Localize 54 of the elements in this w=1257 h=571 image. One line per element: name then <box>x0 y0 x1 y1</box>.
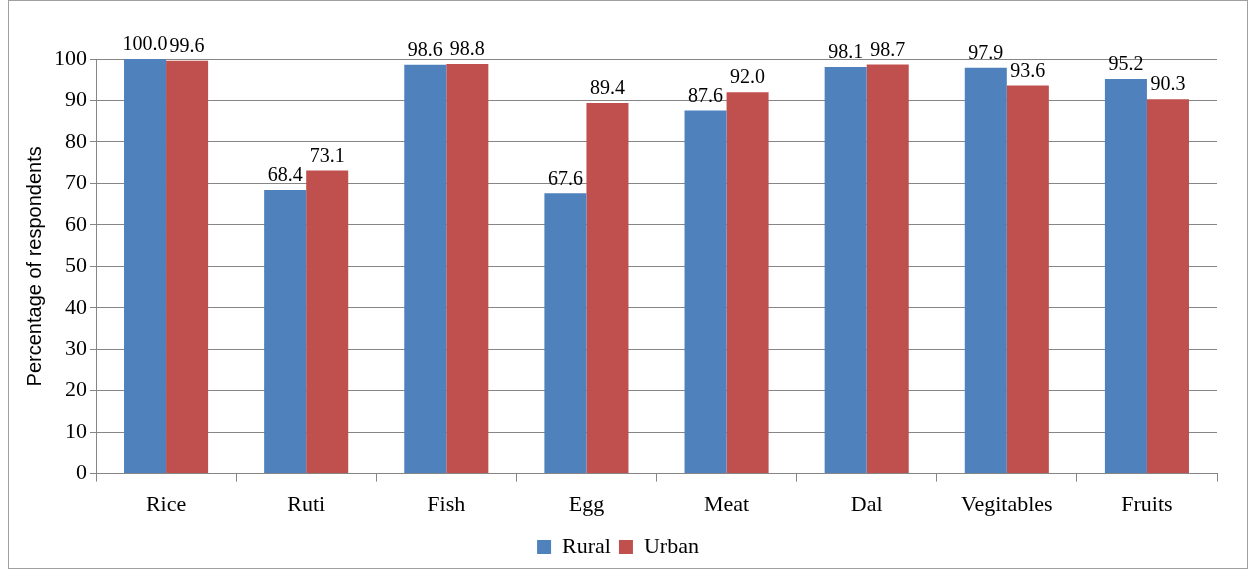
bar <box>684 110 727 474</box>
y-tick-label: 70 <box>65 169 87 195</box>
data-label: 93.6 <box>1010 58 1046 81</box>
y-tick-label: 90 <box>65 86 87 112</box>
data-label: 97.9 <box>968 40 1004 63</box>
bar <box>726 92 769 474</box>
bar <box>824 66 867 474</box>
bar <box>166 60 209 474</box>
bar <box>1006 85 1049 474</box>
data-label: 73.1 <box>309 143 345 166</box>
data-label: 98.1 <box>828 40 864 63</box>
y-tick-label: 40 <box>65 293 87 319</box>
bar <box>446 63 489 474</box>
bar <box>404 64 447 474</box>
data-label: 98.6 <box>407 38 443 61</box>
data-label: 99.6 <box>169 33 205 56</box>
bar <box>866 64 909 474</box>
data-label: 67.6 <box>547 166 583 189</box>
y-tick-label: 0 <box>76 459 87 485</box>
data-label: 89.4 <box>589 76 625 99</box>
y-tick-label: 80 <box>65 127 87 153</box>
bar <box>264 190 307 474</box>
x-tick-label: Vegitables <box>960 490 1053 516</box>
bar <box>586 102 629 474</box>
y-tick-label: 10 <box>65 417 87 443</box>
data-label: 100.0 <box>122 32 168 55</box>
y-tick-label: 60 <box>65 210 87 236</box>
bar <box>1146 99 1189 474</box>
data-label: 98.8 <box>449 37 485 60</box>
data-label: 92.0 <box>730 65 766 88</box>
bar <box>124 59 167 474</box>
y-tick-label: 50 <box>65 252 87 278</box>
y-tick-label: 100 <box>54 44 87 70</box>
x-tick-label: Rice <box>145 490 187 516</box>
y-axis-title: Percentage of respondents <box>22 146 45 387</box>
bar <box>544 193 587 474</box>
legend-label: Rural <box>562 532 611 558</box>
data-label: 98.7 <box>870 37 906 60</box>
legend-label: Urban <box>643 532 699 558</box>
data-label: 95.2 <box>1108 52 1144 75</box>
x-tick-label: Ruti <box>287 490 326 516</box>
x-tick-label: Meat <box>703 490 750 516</box>
data-label: 90.3 <box>1150 72 1186 95</box>
data-label: 68.4 <box>267 163 303 186</box>
x-tick-label: Dal <box>850 490 883 516</box>
y-tick-label: 30 <box>65 335 87 360</box>
x-tick-label: Fruits <box>1121 490 1173 516</box>
y-tick-label: 20 <box>65 376 87 402</box>
x-tick-label: Egg <box>568 490 605 516</box>
bar <box>1104 78 1147 474</box>
bar <box>964 67 1007 474</box>
x-tick-label: Fish <box>427 490 466 516</box>
bar <box>306 170 349 474</box>
data-label: 87.6 <box>688 83 724 106</box>
